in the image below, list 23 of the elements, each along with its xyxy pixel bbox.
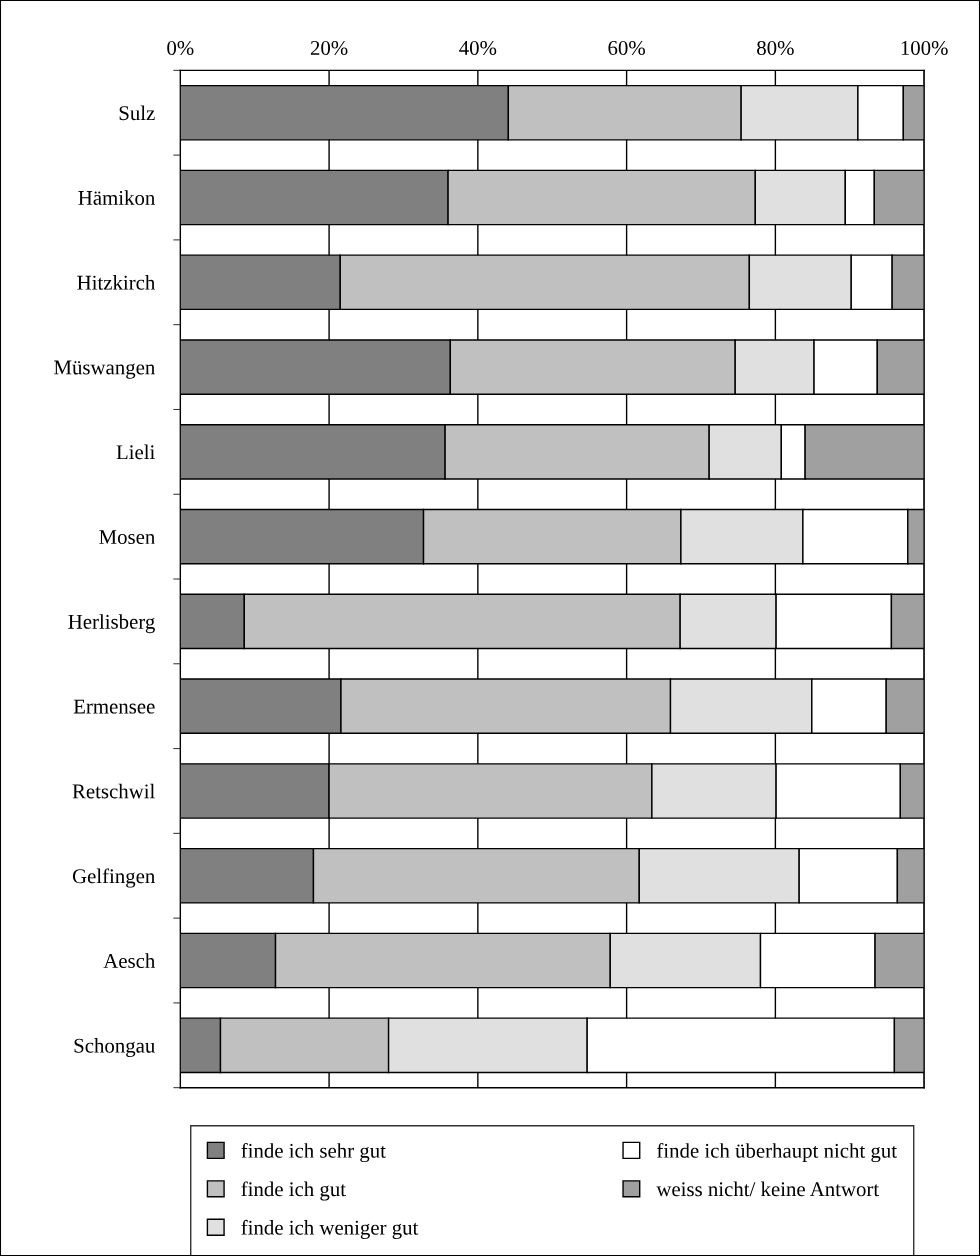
x-tick-label: 60% [608, 40, 645, 56]
y-tick-label: Schongau [74, 1038, 155, 1058]
y-tick-label: Ermensee [73, 699, 155, 714]
x-tick-label: 80% [757, 40, 794, 56]
y-tick-label: Herlisberg [68, 614, 155, 634]
x-tick-label: 0% [167, 40, 194, 56]
legend-label: finde ich sehr gut [241, 1142, 386, 1163]
legend-label: finde ich weniger gut [241, 1219, 419, 1240]
y-tick-label: Hämikon [78, 190, 155, 205]
legend-label: weiss nicht/ keine Antwort [656, 1181, 880, 1197]
y-tick-label: Retschwil [72, 783, 155, 799]
y-tick-label: Hitzkirch [77, 275, 156, 290]
x-tick-label: 100% [901, 40, 948, 56]
legend-label: finde ich überhaupt nicht gut [657, 1142, 897, 1163]
y-tick-label: Aesch [103, 953, 156, 968]
y-tick-label: Mosen [99, 530, 155, 545]
y-tick-label: Müswangen [54, 360, 155, 379]
y-tick-label: Gelfingen [72, 868, 155, 888]
x-tick-label: 40% [459, 40, 497, 56]
legend-label: finde ich gut [241, 1181, 346, 1201]
x-tick-label: 20% [310, 40, 348, 56]
y-tick-label: Sulz [119, 105, 155, 121]
y-tick-label: Lieli [116, 444, 155, 460]
